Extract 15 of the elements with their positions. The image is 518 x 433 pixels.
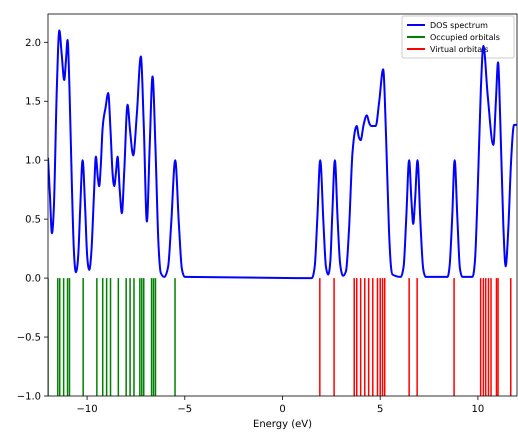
y-tick-label: −1.0	[16, 392, 41, 402]
y-tick-label: 1.0	[25, 156, 41, 167]
x-axis-title: Energy (eV)	[253, 419, 312, 430]
y-tick-label: 2.0	[25, 38, 41, 49]
x-tick-label: 10	[472, 404, 484, 415]
y-tick-label: −0.5	[16, 332, 41, 344]
legend-label: DOS spectrum	[430, 21, 488, 30]
y-tick-label: 0.0	[25, 274, 41, 285]
legend-label: Occupied orbitals	[430, 33, 500, 42]
x-tick-label: 5	[377, 404, 384, 415]
x-tick-label: −5	[177, 404, 192, 415]
y-tick-label: 0.5	[25, 214, 41, 226]
x-tick-label: 0	[279, 404, 286, 415]
x-tick-label: −10	[76, 404, 98, 415]
y-tick-label: 1.5	[25, 96, 41, 108]
